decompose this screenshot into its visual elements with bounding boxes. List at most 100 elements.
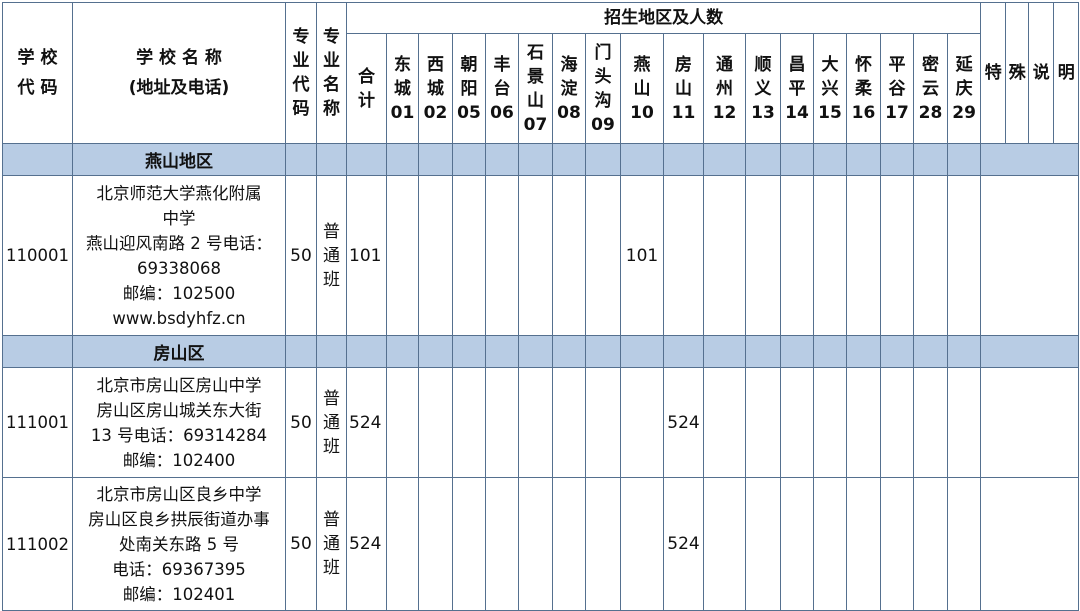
district-count (703, 175, 746, 336)
section-cell (813, 335, 847, 368)
major-name: 普通班 (316, 477, 347, 611)
header-district: 怀柔 16 (846, 33, 881, 144)
district-count (813, 367, 847, 478)
section-cell (880, 143, 914, 176)
header-district: 房山 11 (663, 33, 704, 144)
district-count (418, 175, 453, 336)
district-code: 16 (851, 102, 876, 123)
school-name-line: 燕山迎风南路 2 号电话： (86, 233, 272, 253)
school-code: 111002 (2, 477, 73, 611)
district-name: 延庆 (955, 54, 973, 99)
district-code: 11 (671, 102, 696, 123)
major-name: 普通班 (316, 367, 347, 478)
school-name-line: 北京市房山区房山中学 (96, 375, 262, 395)
school-code: 111001 (2, 367, 73, 478)
district-code: 05 (457, 102, 481, 123)
school-name-line: 邮编：102400 (122, 450, 236, 470)
major-name: 普通班 (316, 175, 347, 336)
header-major-code-label: 专业代码 (292, 27, 310, 119)
district-count (745, 477, 781, 611)
school-name-line: 邮编：102401 (122, 584, 236, 604)
district-count (386, 367, 419, 478)
section-cell (418, 335, 453, 368)
district-code: 12 (712, 102, 737, 123)
district-count (880, 367, 914, 478)
section-cell (663, 143, 704, 176)
district-count (880, 175, 914, 336)
school-name-address: 北京市房山区良乡中学 房山区良乡拱辰街道办事 处南关东路 5 号电话：6936739… (72, 477, 286, 611)
district-count (552, 367, 586, 478)
section-cell (386, 143, 419, 176)
district-name: 大兴 (821, 54, 839, 99)
section-cell (846, 143, 881, 176)
school-name-line: 邮编：102500 (122, 283, 236, 303)
district-count (913, 367, 948, 478)
section-cell (745, 143, 781, 176)
district-count (846, 477, 881, 611)
school-code: 110001 (2, 175, 73, 336)
section-cell (552, 335, 586, 368)
section-cell (552, 143, 586, 176)
district-code: 07 (523, 114, 548, 135)
district-code: 02 (423, 102, 448, 123)
major-code: 50 (285, 175, 317, 336)
district-count (485, 175, 519, 336)
district-count (813, 175, 847, 336)
section-cell (316, 335, 347, 368)
district-count (813, 477, 847, 611)
header-major-code: 专业代码 (285, 2, 317, 144)
header-district: 门头沟 09 (585, 33, 621, 144)
school-name-line: 电话：69367395 (112, 559, 246, 579)
section-cell (452, 335, 486, 368)
section-cell (913, 143, 948, 176)
header-total: 合计 (346, 33, 387, 144)
district-count (552, 477, 586, 611)
section-cell (585, 143, 621, 176)
section-cell (980, 335, 1080, 368)
header-district: 朝阳 05 (452, 33, 486, 144)
district-count (386, 175, 419, 336)
district-count: 524 (663, 367, 704, 478)
district-count (846, 175, 881, 336)
district-count (946, 367, 982, 478)
section-cell (285, 143, 317, 176)
district-code: 29 (952, 102, 976, 123)
district-count (452, 367, 486, 478)
district-name: 海淀 (560, 54, 578, 99)
school-name-line: 北京市房山区良乡中学 (96, 484, 262, 504)
district-code: 01 (390, 102, 415, 123)
district-count (518, 367, 553, 478)
major-name-label: 普通班 (323, 221, 340, 290)
table-row: 111001 北京市房山区房山中学 房山区房山城关东大街 13 号电话：6931428… (2, 367, 1080, 478)
section-cell (346, 335, 387, 368)
header-special-note: 说 (1028, 2, 1055, 144)
section-cell (518, 335, 553, 368)
total-count: 524 (346, 477, 387, 611)
district-code: 14 (785, 102, 809, 123)
district-name: 昌平 (788, 54, 806, 99)
section-cell (846, 335, 881, 368)
section-cell (880, 335, 914, 368)
district-count (780, 175, 814, 336)
header-district: 顺义 13 (745, 33, 781, 144)
major-code: 50 (285, 477, 317, 611)
total-count: 524 (346, 367, 387, 478)
header-district: 石景山 07 (518, 33, 553, 144)
header-district: 通州 12 (703, 33, 746, 144)
district-count (946, 175, 982, 336)
district-count (552, 175, 586, 336)
total-count: 101 (346, 175, 387, 336)
header-district: 昌平 14 (780, 33, 814, 144)
section-cell (285, 335, 317, 368)
district-name: 西城 (427, 54, 444, 99)
major-code: 50 (285, 367, 317, 478)
district-count (452, 477, 486, 611)
school-name-line: 房山区良乡拱辰街道办事 (88, 509, 270, 529)
section-cell (913, 335, 948, 368)
section-cell (2, 143, 73, 176)
special-note (980, 367, 1080, 478)
header-special-note: 明 (1053, 2, 1080, 144)
district-count (518, 175, 553, 336)
district-count (846, 367, 881, 478)
section-row: 房山区 (2, 335, 1080, 368)
